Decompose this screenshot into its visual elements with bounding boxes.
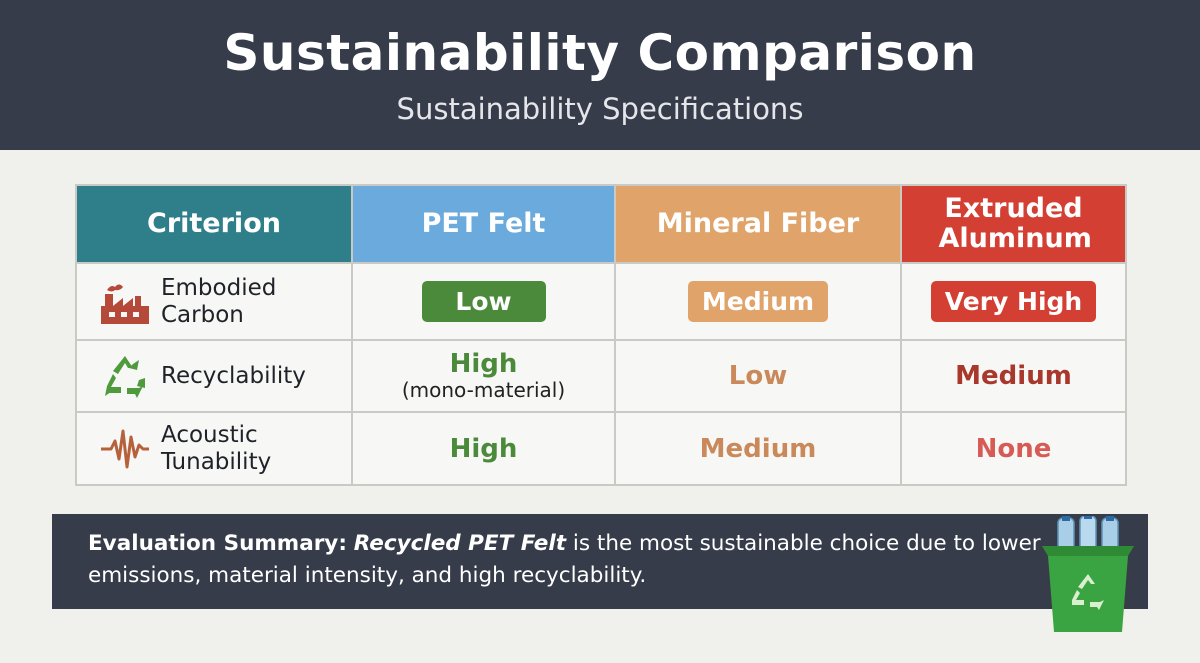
- status-badge: Low: [421, 281, 546, 322]
- table-row: Embodied Carbon Low Medium Very High: [75, 262, 1127, 341]
- factory-icon: [99, 276, 151, 328]
- extruded-aluminum-cell: Very High: [900, 262, 1127, 341]
- status-badge: Medium: [687, 281, 829, 322]
- pet-felt-cell: Low: [351, 262, 616, 341]
- evaluation-summary: Evaluation Summary: Recycled PET Felt is…: [52, 514, 1148, 609]
- table-row: Acoustic Tunability High Medium None: [75, 411, 1127, 486]
- value-note: (mono-material): [401, 378, 566, 402]
- criterion-label-embodied-carbon: Embodied Carbon: [161, 274, 277, 328]
- summary-lead: Evaluation Summary:: [88, 531, 347, 556]
- column-header-pet-felt: PET Felt: [351, 184, 616, 264]
- value-text: High: [449, 349, 518, 379]
- criterion-cell: Recyclability: [75, 339, 353, 413]
- value-text: Low: [728, 361, 788, 391]
- pet-felt-cell: High (mono-material): [351, 339, 616, 413]
- table-header-row: Criterion PET Felt Mineral Fiber Extrude…: [75, 184, 1127, 264]
- summary-emphasis: Recycled PET Felt: [353, 531, 567, 556]
- mineral-fiber-cell: Medium: [614, 262, 902, 341]
- summary-text: is the most sustainable choice due to lo…: [88, 531, 1041, 588]
- comparison-table: Criterion PET Felt Mineral Fiber Extrude…: [75, 184, 1127, 486]
- sound-wave-icon: [99, 423, 151, 475]
- value-text: Medium: [955, 361, 1072, 391]
- value-text: Medium: [699, 433, 817, 464]
- value-text: None: [975, 433, 1052, 464]
- page-title: Sustainability Comparison: [223, 24, 977, 82]
- mineral-fiber-cell: Medium: [614, 411, 902, 486]
- header-banner: Sustainability Comparison Sustainability…: [0, 0, 1200, 150]
- criterion-label-acoustic-tunability: Acoustic Tunability: [161, 421, 272, 475]
- recycle-icon: [99, 350, 151, 402]
- column-header-criterion: Criterion: [75, 184, 353, 264]
- column-header-mineral-fiber: Mineral Fiber: [614, 184, 902, 264]
- table-row: Recyclability High (mono-material) Low M…: [75, 339, 1127, 413]
- criterion-cell: Acoustic Tunability: [75, 411, 353, 486]
- criterion-label-recyclability: Recyclability: [161, 362, 306, 389]
- recycling-bin-icon: [1038, 514, 1138, 634]
- extruded-aluminum-cell: Medium: [900, 339, 1127, 413]
- mineral-fiber-cell: Low: [614, 339, 902, 413]
- value-text: High: [449, 433, 518, 464]
- pet-felt-cell: High: [351, 411, 616, 486]
- page-subtitle: Sustainability Specifications: [396, 92, 804, 126]
- criterion-cell: Embodied Carbon: [75, 262, 353, 341]
- extruded-aluminum-cell: None: [900, 411, 1127, 486]
- status-badge: Very High: [930, 281, 1097, 322]
- column-header-extruded-aluminum: Extruded Aluminum: [900, 184, 1127, 264]
- column-header-extruded-aluminum-label: Extruded Aluminum: [938, 193, 1092, 254]
